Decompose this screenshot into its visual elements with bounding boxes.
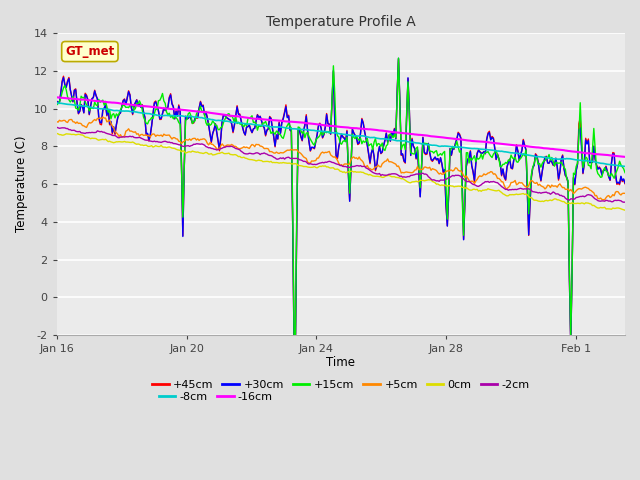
Legend: -8cm, -16cm: -8cm, -16cm (154, 388, 277, 407)
Text: GT_met: GT_met (65, 45, 115, 58)
Y-axis label: Temperature (C): Temperature (C) (15, 136, 28, 232)
X-axis label: Time: Time (326, 356, 355, 369)
Title: Temperature Profile A: Temperature Profile A (266, 15, 416, 29)
